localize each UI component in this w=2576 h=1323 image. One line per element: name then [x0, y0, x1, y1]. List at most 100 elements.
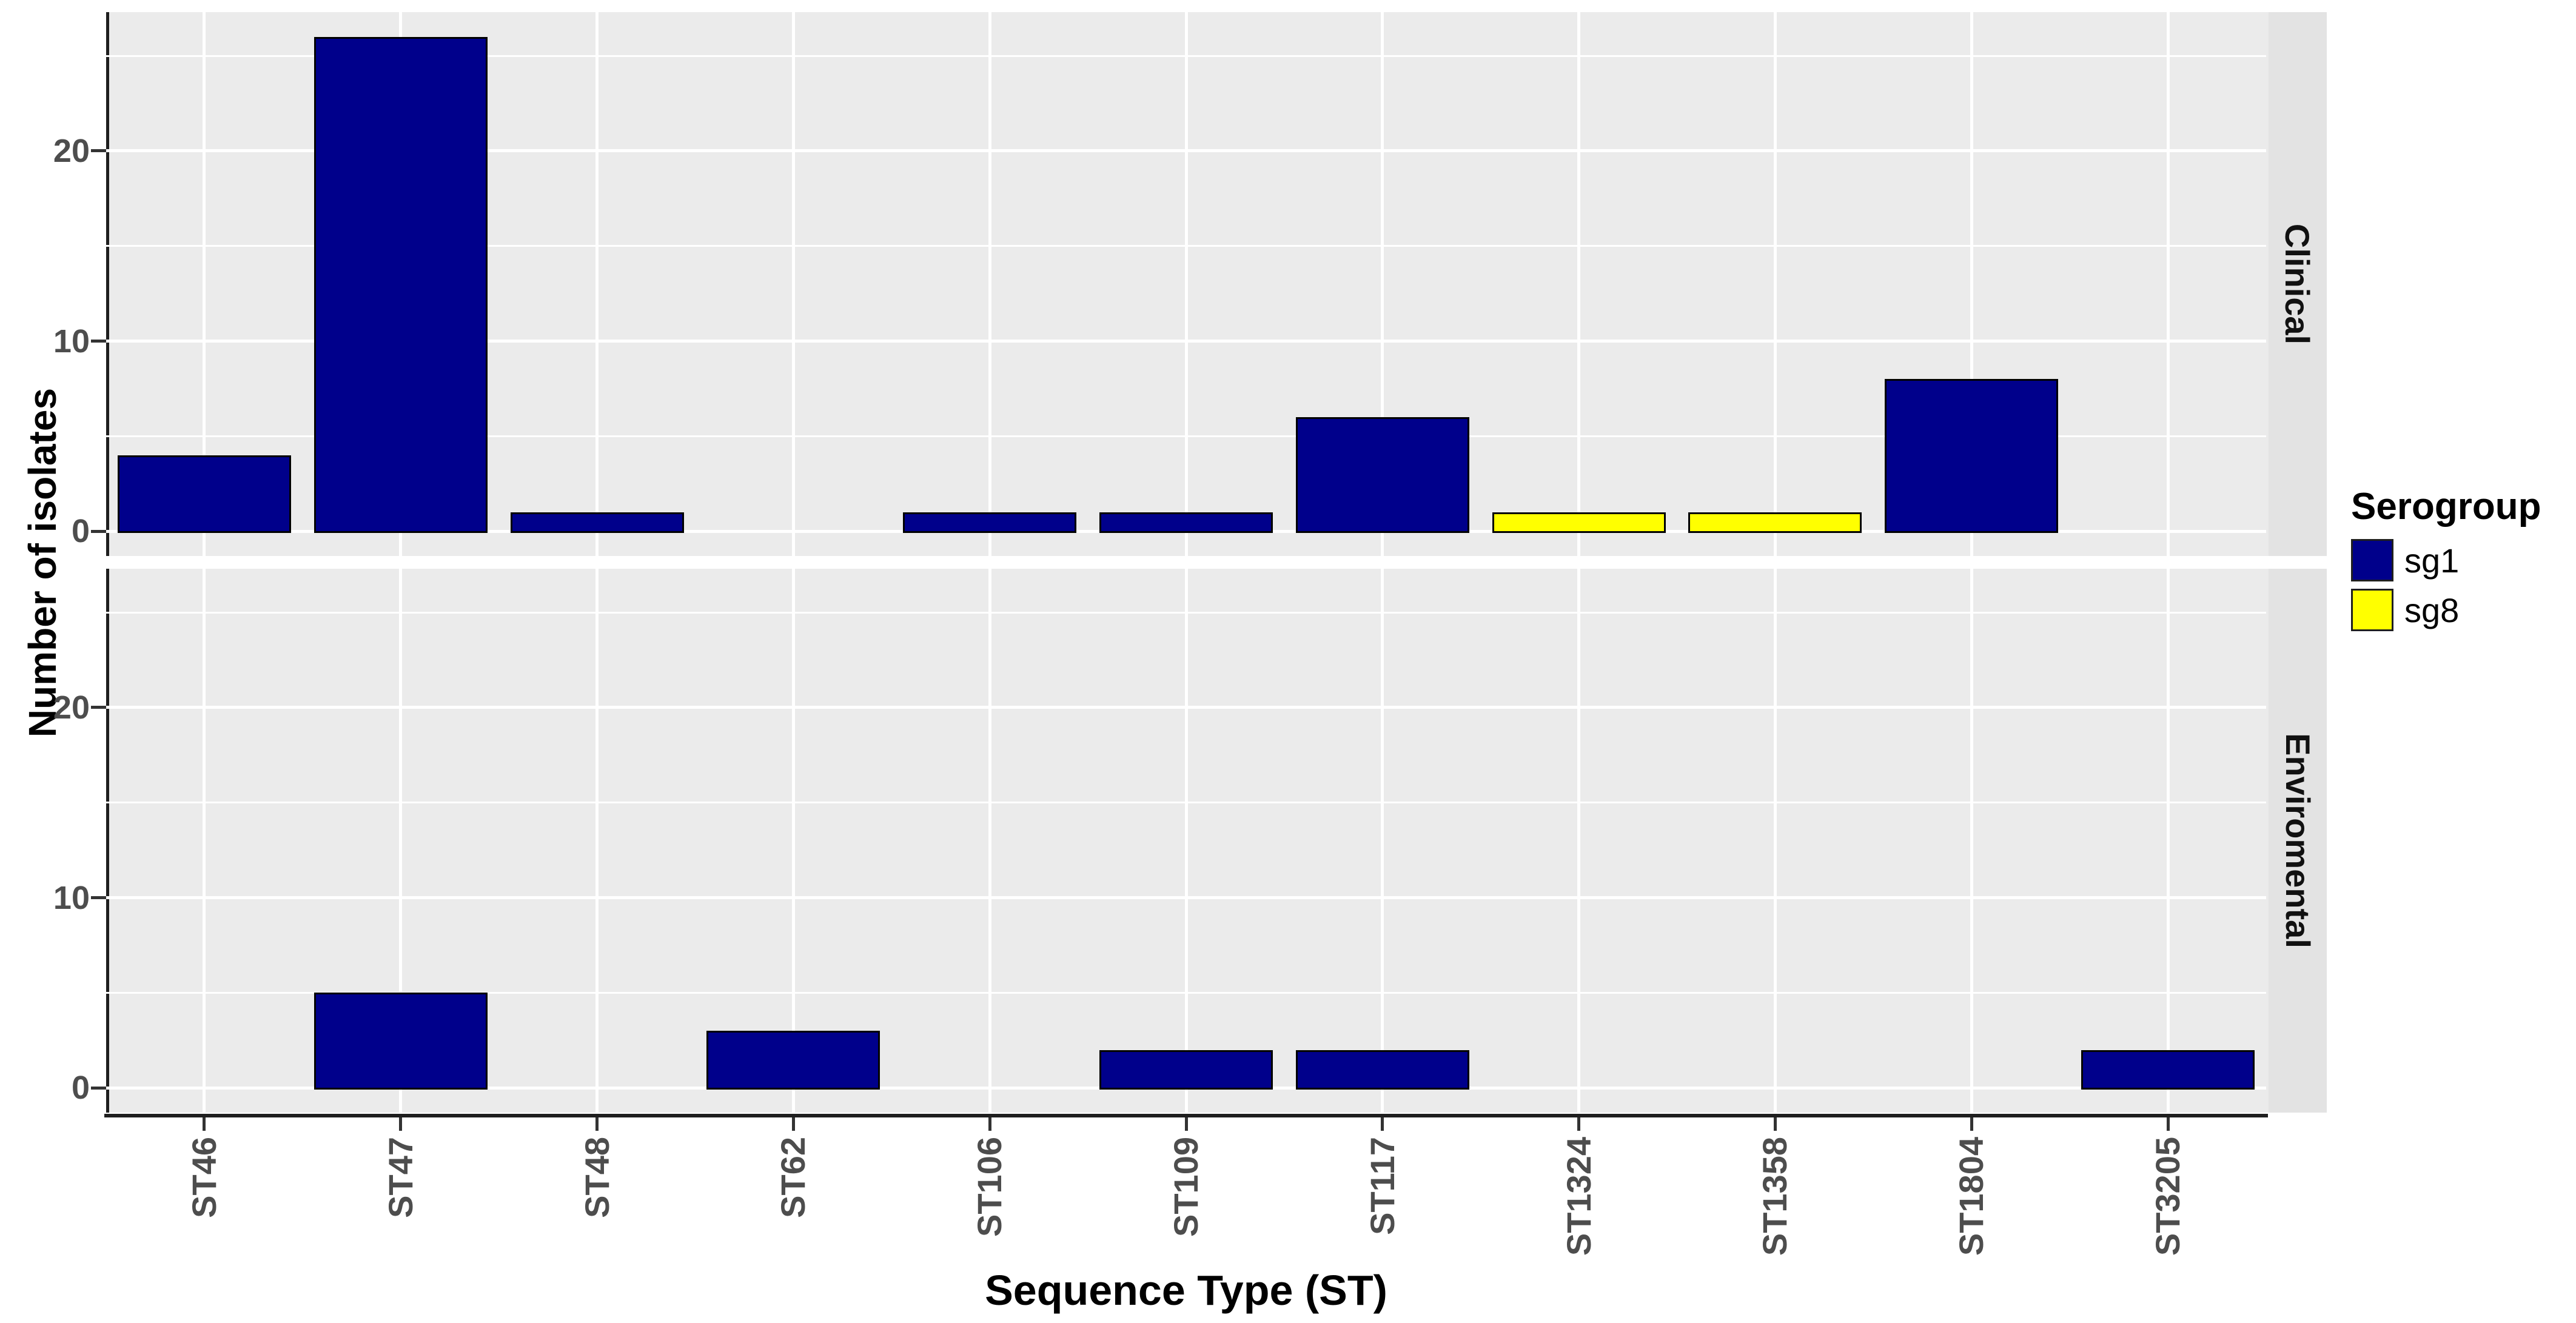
gridline-major	[106, 896, 2266, 900]
gridline-vertical	[1184, 569, 1188, 1113]
x-tick-label: ST62	[774, 1137, 857, 1218]
x-tick-mark	[203, 1117, 206, 1131]
gridline-minor	[106, 435, 2266, 437]
gridline-vertical	[1381, 569, 1384, 1113]
facet-strip-clinical: Clinical	[2269, 12, 2327, 556]
x-tick-mark	[1970, 1117, 1973, 1131]
x-tick-label-text: ST106	[970, 1137, 1009, 1237]
x-tick-label: ST1804	[1952, 1137, 2073, 1256]
x-tick-label-text: ST62	[774, 1137, 813, 1218]
x-tick-mark	[2166, 1117, 2170, 1131]
gridline-vertical	[1773, 569, 1777, 1113]
gridline-vertical	[1970, 12, 1973, 556]
gridline-vertical	[2166, 12, 2170, 556]
gridline-vertical	[203, 569, 206, 1113]
x-tick-mark	[1381, 1117, 1384, 1131]
bar-sg1-ST47	[314, 36, 488, 534]
gridline-vertical	[399, 569, 403, 1113]
bar-sg1-ST3205	[2081, 1050, 2255, 1090]
bar-sg1-ST1804	[1885, 379, 2059, 534]
gridline-vertical	[988, 12, 991, 556]
facet-strip-label: Clinical	[2278, 223, 2317, 345]
x-tick-label: ST46	[185, 1137, 269, 1218]
y-tick-mark	[91, 340, 106, 343]
legend-entry-label: sg1	[2404, 541, 2460, 580]
bar-sg1-ST109	[1099, 1050, 1273, 1090]
y-tick-mark	[91, 1086, 106, 1090]
y-tick-label: 20	[53, 132, 90, 169]
x-tick-mark	[988, 1117, 991, 1131]
x-tick-mark	[595, 1117, 599, 1131]
x-axis-title: Sequence Type (ST)	[985, 1267, 1387, 1314]
facet-strip-enviromental: Enviromental	[2269, 569, 2327, 1113]
gridline-vertical	[791, 569, 795, 1113]
x-tick-mark	[1184, 1117, 1188, 1131]
y-tick-label: 0	[71, 1070, 90, 1107]
x-tick-label: ST3205	[2148, 1137, 2270, 1256]
legend-title: Serogroup	[2351, 486, 2541, 528]
bar-sg1-ST47	[314, 993, 488, 1090]
x-tick-label-text: ST3205	[2148, 1137, 2187, 1256]
legend-entry-sg8: sg8	[2351, 589, 2541, 631]
gridline-vertical	[1577, 569, 1581, 1113]
y-axis-title-text: Number of isolates	[21, 387, 64, 737]
x-tick-mark	[1773, 1117, 1777, 1131]
y-tick-mark	[91, 149, 106, 153]
x-tick-label-text: ST1358	[1756, 1137, 1794, 1256]
legend-entry-label: sg8	[2404, 591, 2460, 629]
gridline-minor	[106, 55, 2266, 57]
y-tick-label: 10	[53, 879, 90, 916]
legend-entries: sg1 sg8	[2351, 539, 2541, 631]
gridline-major	[106, 340, 2266, 343]
y-tick-mark	[91, 706, 106, 709]
bar-sg8-ST1324	[1492, 512, 1666, 534]
gridline-major	[106, 706, 2266, 709]
x-tick-label: ST1324	[1560, 1137, 1681, 1256]
legend-entry-sg1: sg1	[2351, 539, 2541, 581]
legend-key-sg1	[2351, 539, 2393, 581]
gridline-minor	[106, 991, 2266, 994]
x-tick-label-text: ST117	[1363, 1137, 1401, 1235]
y-tick-label: 10	[53, 323, 90, 360]
bar-sg1-ST46	[117, 455, 291, 534]
bar-sg1-ST117	[1295, 1050, 1469, 1090]
x-axis-line	[104, 1114, 2268, 1117]
x-tick-label-text: ST46	[184, 1137, 223, 1218]
x-tick-label: ST48	[578, 1137, 662, 1218]
gridline-vertical	[1773, 12, 1777, 556]
x-tick-label-text: ST48	[577, 1137, 616, 1218]
bar-sg1-ST48	[510, 512, 684, 534]
legend: Serogroup sg1 sg8	[2351, 485, 2541, 631]
y-axis-title: Number of isolates	[6, 12, 79, 1113]
x-tick-label-text: ST109	[1167, 1137, 1205, 1237]
bar-sg8-ST1358	[1688, 512, 1862, 534]
x-tick-label-text: ST47	[381, 1137, 420, 1218]
gridline-minor	[106, 245, 2266, 247]
x-tick-label-text: ST1324	[1559, 1137, 1598, 1256]
x-tick-mark	[791, 1117, 795, 1131]
bar-sg1-ST109	[1099, 512, 1273, 534]
bar-sg1-ST106	[903, 512, 1077, 534]
legend-key-sg8	[2351, 589, 2393, 631]
gridline-major	[106, 149, 2266, 153]
gridline-minor	[106, 611, 2266, 614]
gridline-minor	[106, 802, 2266, 804]
bar-sg1-ST62	[706, 1031, 880, 1090]
gridline-vertical	[203, 12, 206, 556]
gridline-vertical	[1577, 12, 1581, 556]
x-tick-mark	[399, 1117, 403, 1131]
x-tick-label: ST109	[1167, 1137, 1269, 1237]
gridline-vertical	[1381, 12, 1384, 556]
gridline-vertical	[988, 569, 991, 1113]
gridline-vertical	[791, 12, 795, 556]
y-tick-mark	[91, 896, 106, 900]
gridline-vertical	[2166, 569, 2170, 1113]
bar-sg1-ST117	[1295, 417, 1469, 534]
gridline-vertical	[1184, 12, 1188, 556]
y-tick-label: 0	[71, 513, 90, 550]
gridline-vertical	[595, 569, 599, 1113]
y-tick-label: 20	[53, 689, 90, 726]
facet-strip-label: Enviromental	[2278, 733, 2317, 948]
gridline-vertical	[1970, 569, 1973, 1113]
